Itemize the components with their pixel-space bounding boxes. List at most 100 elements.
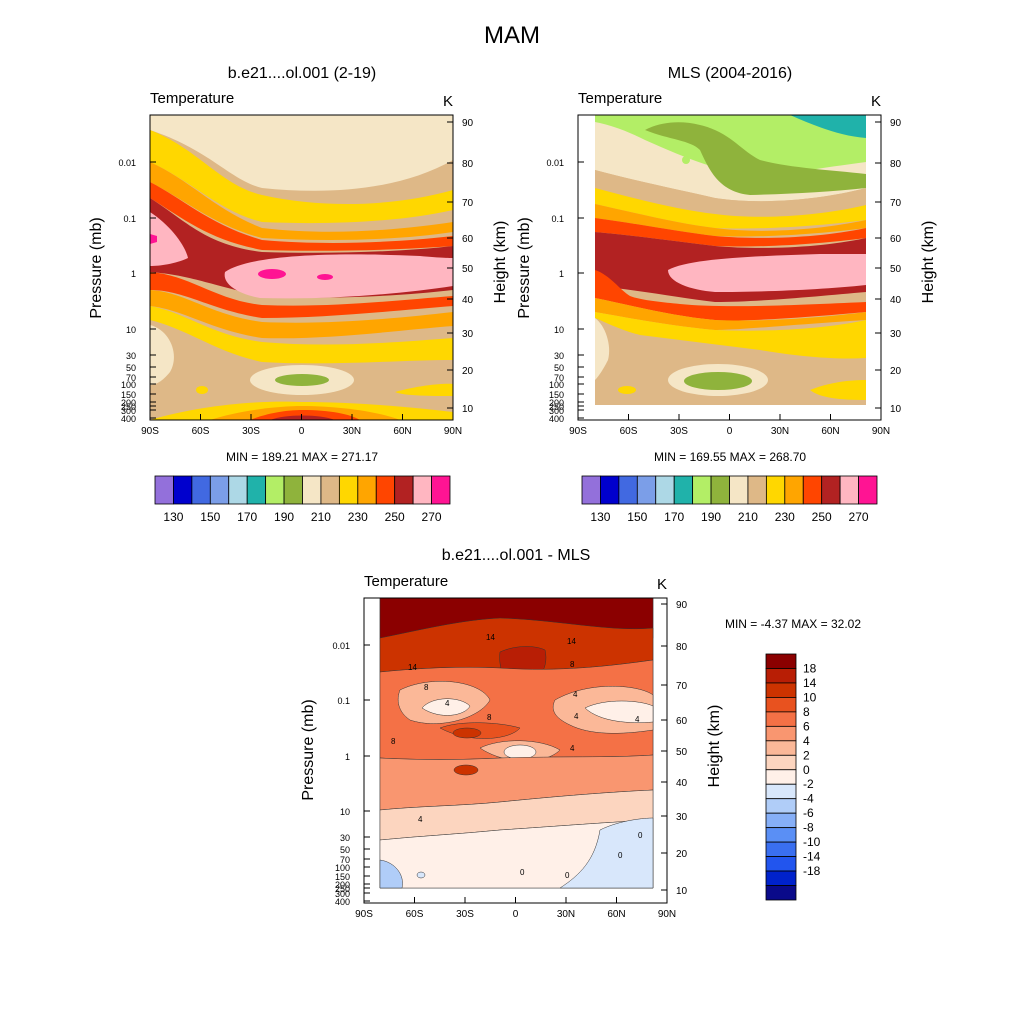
colorbar-swatch [173,475,193,505]
pressure-tick-label: 250 [549,402,564,412]
pressure-tick-label: 400 [121,414,136,424]
colorbar-label: 4 [803,734,810,748]
contour-label: 0 [565,871,570,880]
colorbar-swatch [765,697,797,713]
pressure-tick-label: 100 [335,863,350,873]
height-tick-label: 20 [890,366,902,377]
colorbar-label: 250 [385,510,405,524]
panel-obs-y2label: Height (km) [920,221,937,304]
colorbar-swatch [320,475,340,505]
lat-tick-label: 60N [821,426,839,437]
colorbar-swatch [784,475,804,505]
height-tick-label: 60 [676,716,688,727]
colorbar-swatch [283,475,303,505]
panel-obs-units: K [871,93,881,110]
panel-model-y2label: Height (km) [492,221,509,304]
colorbar-label: -6 [803,806,814,820]
lat-tick-label: 30S [456,909,474,920]
lat-tick-label: 30N [343,426,361,437]
pressure-tick-label: 30 [126,351,136,361]
colorbar-label: 230 [348,510,368,524]
colorbar-swatch [600,475,620,505]
colorbar-swatch [636,475,657,505]
colorbar-swatch [228,475,248,505]
colorbar-swatch [394,475,414,505]
lat-tick-label: 90N [872,426,890,437]
pressure-tick-label: 300 [335,889,350,899]
colorbar-label: 210 [311,510,331,524]
pressure-tick-label: 30 [554,351,564,361]
colorbar-swatch [673,475,694,505]
colorbar-label: -10 [803,835,821,849]
pressure-tick-label: 300 [121,406,136,416]
panel-diff-contour-labels: 14 14 14 8 8 4 4 8 8 4 4 4 4 0 0 0 0 [391,633,643,880]
pressure-tick-label: 0.1 [337,696,350,706]
colorbar-label: 230 [775,510,795,524]
pressure-tick-label: 10 [126,325,136,335]
panel-diff-y2label: Height (km) [706,705,723,788]
contour-label: 8 [570,660,575,669]
panel-model: b.e21....ol.001 (2-19) Temperature K [88,65,509,524]
panel-model-variable: Temperature [150,90,234,107]
pressure-tick-label: 400 [335,897,350,907]
lat-tick-label: 30S [670,426,688,437]
panel-diff-lat-ticks: 90S 60S 30S 0 30N 60N 90N [355,897,676,920]
lat-tick-label: 90S [355,909,373,920]
colorbar-swatch [765,769,797,785]
height-tick-label: 50 [890,264,902,275]
pressure-tick-label: 50 [126,363,136,373]
colorbar-label: -18 [803,864,821,878]
colorbar-swatch [265,475,285,505]
colorbar-label: 2 [803,748,810,762]
panel-obs-field [578,115,881,420]
lat-tick-label: 90N [444,426,462,437]
colorbar-swatch [765,725,797,742]
contour-label: 4 [445,699,450,708]
colorbar-swatch [655,475,675,505]
pressure-tick-label: 30 [340,833,350,843]
colorbar-swatch [765,740,797,756]
panel-model-colorbar: 130 150 170 190 210 230 250 270 [154,475,451,524]
colorbar-label: 6 [803,719,810,733]
colorbar-swatch [581,475,601,505]
colorbar-swatch [821,475,841,505]
panel-obs-colorbar: 130 150 170 190 210 230 250 270 [581,475,878,524]
panel-model-ylabel: Pressure (mb) [88,217,105,318]
contour-label: 8 [487,713,492,722]
panel-obs-lat-ticks: 90S 60S 30S 0 30N 60N 90N [569,414,890,437]
colorbar-swatch [412,475,432,505]
colorbar-swatch [765,798,797,814]
pressure-tick-label: 1 [345,752,350,762]
pressure-tick-label: 300 [549,406,564,416]
colorbar-label: 130 [163,510,183,524]
colorbar-swatch [802,475,823,505]
lat-tick-label: 0 [727,426,733,437]
panel-model-field [150,115,453,420]
contour-label: 0 [618,851,623,860]
height-tick-label: 30 [676,812,688,823]
panel-diff-height-ticks: 10 20 30 40 50 60 70 80 90 [661,600,688,897]
pressure-tick-label: 250 [121,402,136,412]
colorbar-swatch [729,475,749,505]
height-tick-label: 70 [890,198,902,209]
contour-label: 4 [570,744,575,753]
height-tick-label: 60 [890,234,902,245]
panel-obs-height-ticks: 10 20 30 40 50 60 70 80 90 [875,118,902,415]
colorbar-swatch [765,885,797,901]
panel-obs-ylabel: Pressure (mb) [516,217,533,318]
colorbar-swatch [765,856,797,872]
colorbar-swatch [375,475,396,505]
colorbar-swatch [747,475,767,505]
colorbar-swatch [839,475,859,505]
colorbar-swatch [765,653,797,669]
colorbar-swatch [765,682,797,698]
colorbar-swatch [357,475,377,505]
lat-tick-label: 90S [569,426,587,437]
colorbar-label: 150 [200,510,220,524]
colorbar-label: 270 [422,510,442,524]
colorbar-label: 250 [812,510,832,524]
pressure-tick-label: 0.1 [551,214,564,224]
colorbar-label: 14 [803,676,817,690]
lat-tick-label: 0 [299,426,305,437]
